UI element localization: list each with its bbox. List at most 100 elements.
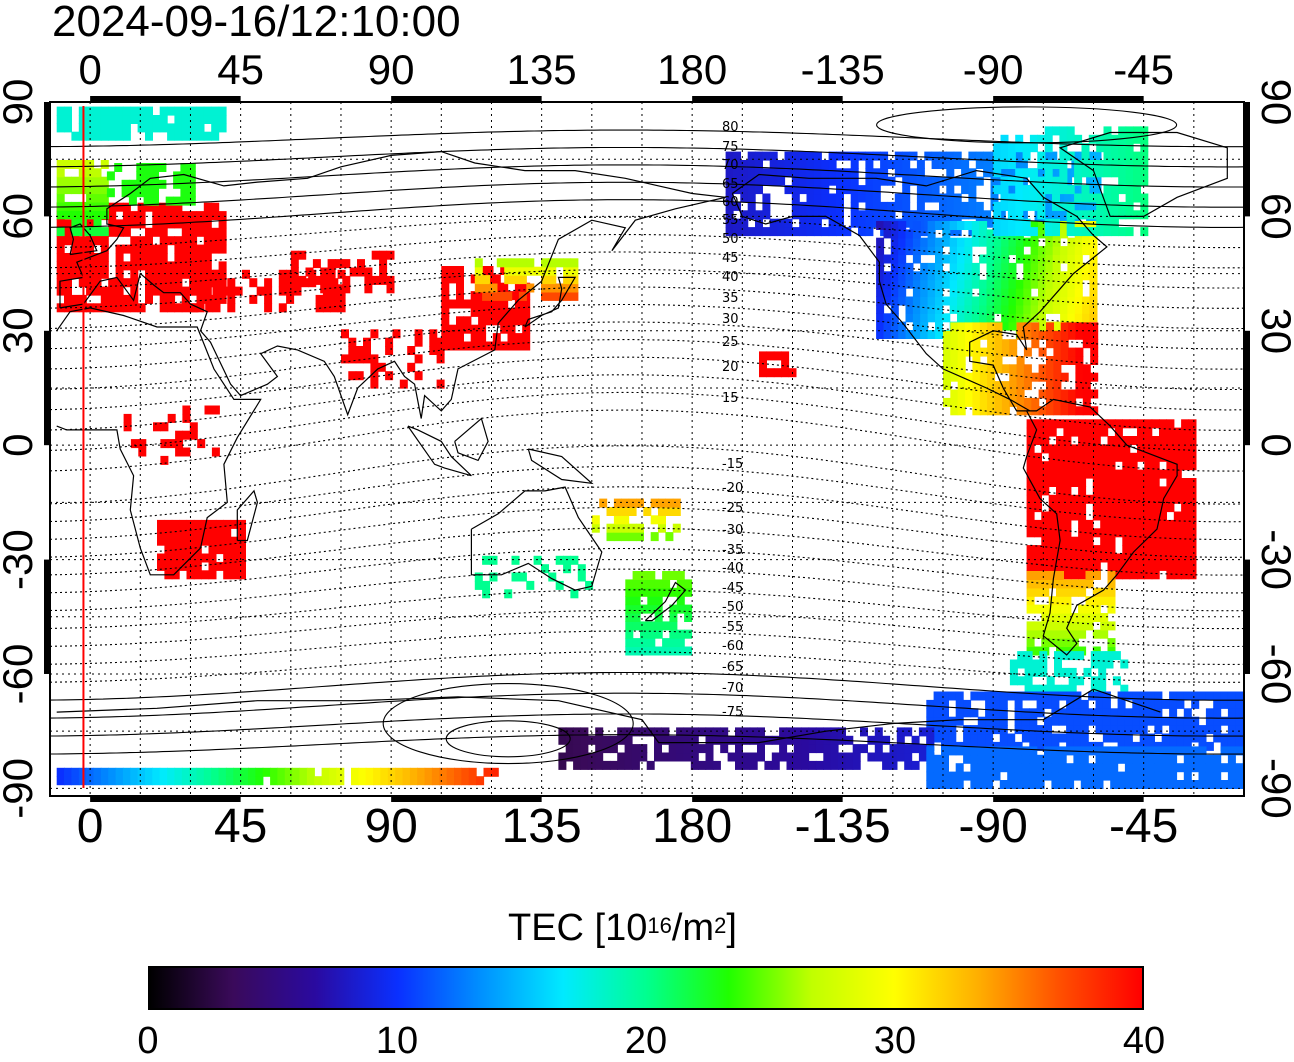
tec-cell bbox=[1107, 528, 1116, 538]
tec-cell bbox=[640, 629, 648, 639]
tec-cell bbox=[1133, 151, 1141, 161]
tec-cell bbox=[1198, 691, 1207, 701]
tec-cell bbox=[64, 106, 72, 116]
tec-cell bbox=[979, 406, 988, 416]
tec-cell bbox=[1044, 168, 1053, 178]
x-tick-label-top: -135 bbox=[801, 46, 885, 93]
tec-cell bbox=[1110, 733, 1119, 743]
tec-cell bbox=[1038, 221, 1046, 230]
tec-cell bbox=[1001, 339, 1010, 349]
tec-cell bbox=[93, 261, 102, 271]
tec-cell bbox=[174, 115, 183, 124]
tec-cell bbox=[1132, 691, 1141, 701]
tec-cell bbox=[890, 330, 899, 339]
tec-cell bbox=[1117, 691, 1126, 701]
tec-cell bbox=[386, 250, 395, 260]
tec-cell bbox=[1052, 304, 1061, 314]
tec-cell bbox=[943, 364, 951, 374]
tec-cell bbox=[145, 123, 153, 133]
tec-cell bbox=[784, 185, 793, 195]
tec-cell bbox=[174, 767, 183, 777]
tec-cell bbox=[1107, 604, 1116, 614]
tec-cell bbox=[212, 286, 221, 296]
tec-cell bbox=[1039, 659, 1048, 669]
tec-cell bbox=[771, 760, 780, 770]
tec-cell bbox=[167, 123, 176, 133]
tec-cell bbox=[1092, 604, 1101, 614]
tec-cell bbox=[1058, 733, 1067, 743]
tec-cell bbox=[625, 629, 634, 639]
contour-label: -65 bbox=[722, 660, 743, 675]
tec-cell bbox=[1154, 754, 1163, 764]
tec-cell bbox=[1064, 176, 1073, 186]
tec-cell bbox=[71, 244, 80, 254]
tec-cell bbox=[990, 193, 999, 203]
tec-cell bbox=[993, 262, 1002, 272]
tec-cell bbox=[1159, 469, 1167, 479]
tec-cell bbox=[122, 115, 131, 124]
tec-cell bbox=[1173, 536, 1182, 546]
tec-cell bbox=[1056, 511, 1064, 521]
axis-tick-labels: 0 45 90 135 180 -135 -90 -450 45 90 135 180 -135 -90-… bbox=[0, 46, 1294, 853]
tec-cell bbox=[1092, 587, 1101, 597]
tec-cell bbox=[424, 767, 433, 777]
tec-cell bbox=[570, 555, 579, 565]
tec-cell bbox=[1051, 733, 1060, 743]
tec-cell bbox=[277, 767, 286, 777]
tec-cell bbox=[968, 151, 977, 161]
tec-cell bbox=[1060, 397, 1069, 407]
tec-cell bbox=[1067, 279, 1076, 289]
tec-cell bbox=[1052, 185, 1060, 195]
tec-cell bbox=[858, 218, 866, 228]
tec-cell bbox=[1070, 553, 1079, 563]
tec-cell bbox=[348, 346, 357, 355]
tec-cell bbox=[152, 286, 161, 296]
tec-cell bbox=[320, 284, 329, 294]
tec-cell bbox=[395, 767, 404, 777]
tec-cell bbox=[1032, 659, 1040, 669]
tec-cell bbox=[1051, 763, 1060, 773]
tec-cell bbox=[86, 210, 95, 220]
tec-cell bbox=[806, 193, 815, 203]
tec-cell bbox=[606, 507, 615, 516]
tec-cell bbox=[684, 587, 693, 597]
tec-cell bbox=[1044, 227, 1053, 237]
tec-cell bbox=[979, 237, 988, 247]
tec-cell bbox=[402, 776, 411, 786]
tec-cell bbox=[1129, 528, 1138, 538]
tec-cell bbox=[1169, 708, 1178, 718]
tec-cell bbox=[482, 283, 491, 293]
tec-cell bbox=[1151, 561, 1160, 571]
tec-cell bbox=[1016, 322, 1025, 332]
tec-cell bbox=[941, 771, 949, 781]
tec-cell bbox=[64, 269, 72, 279]
tec-cell bbox=[1213, 699, 1222, 709]
tec-cell bbox=[986, 304, 995, 314]
tec-cell bbox=[196, 261, 205, 271]
tec-cell bbox=[1125, 185, 1134, 195]
tec-cell bbox=[948, 691, 957, 701]
tec-cell bbox=[223, 519, 232, 529]
tec-cell bbox=[1036, 733, 1045, 743]
tec-cell bbox=[942, 254, 951, 264]
tec-cell bbox=[402, 767, 411, 777]
tec-cell bbox=[1092, 646, 1101, 656]
tec-cell bbox=[64, 176, 72, 186]
tec-cell bbox=[987, 356, 996, 365]
tec-cell bbox=[606, 532, 615, 542]
tec-cell bbox=[211, 227, 220, 237]
tec-cell bbox=[791, 227, 800, 237]
tec-cell bbox=[654, 579, 663, 589]
tec-cell bbox=[963, 771, 972, 781]
tec-cell bbox=[100, 193, 109, 203]
tec-cell bbox=[1125, 134, 1134, 144]
tec-cell bbox=[1144, 561, 1153, 571]
tec-cell bbox=[1103, 151, 1112, 161]
tec-cell bbox=[211, 211, 220, 221]
tec-cell bbox=[1125, 176, 1134, 186]
tec-cell bbox=[965, 372, 974, 382]
tec-cell bbox=[1181, 503, 1190, 513]
contour-label: -70 bbox=[722, 681, 743, 696]
tec-cell bbox=[1176, 780, 1185, 789]
tec-cell bbox=[1176, 691, 1185, 701]
